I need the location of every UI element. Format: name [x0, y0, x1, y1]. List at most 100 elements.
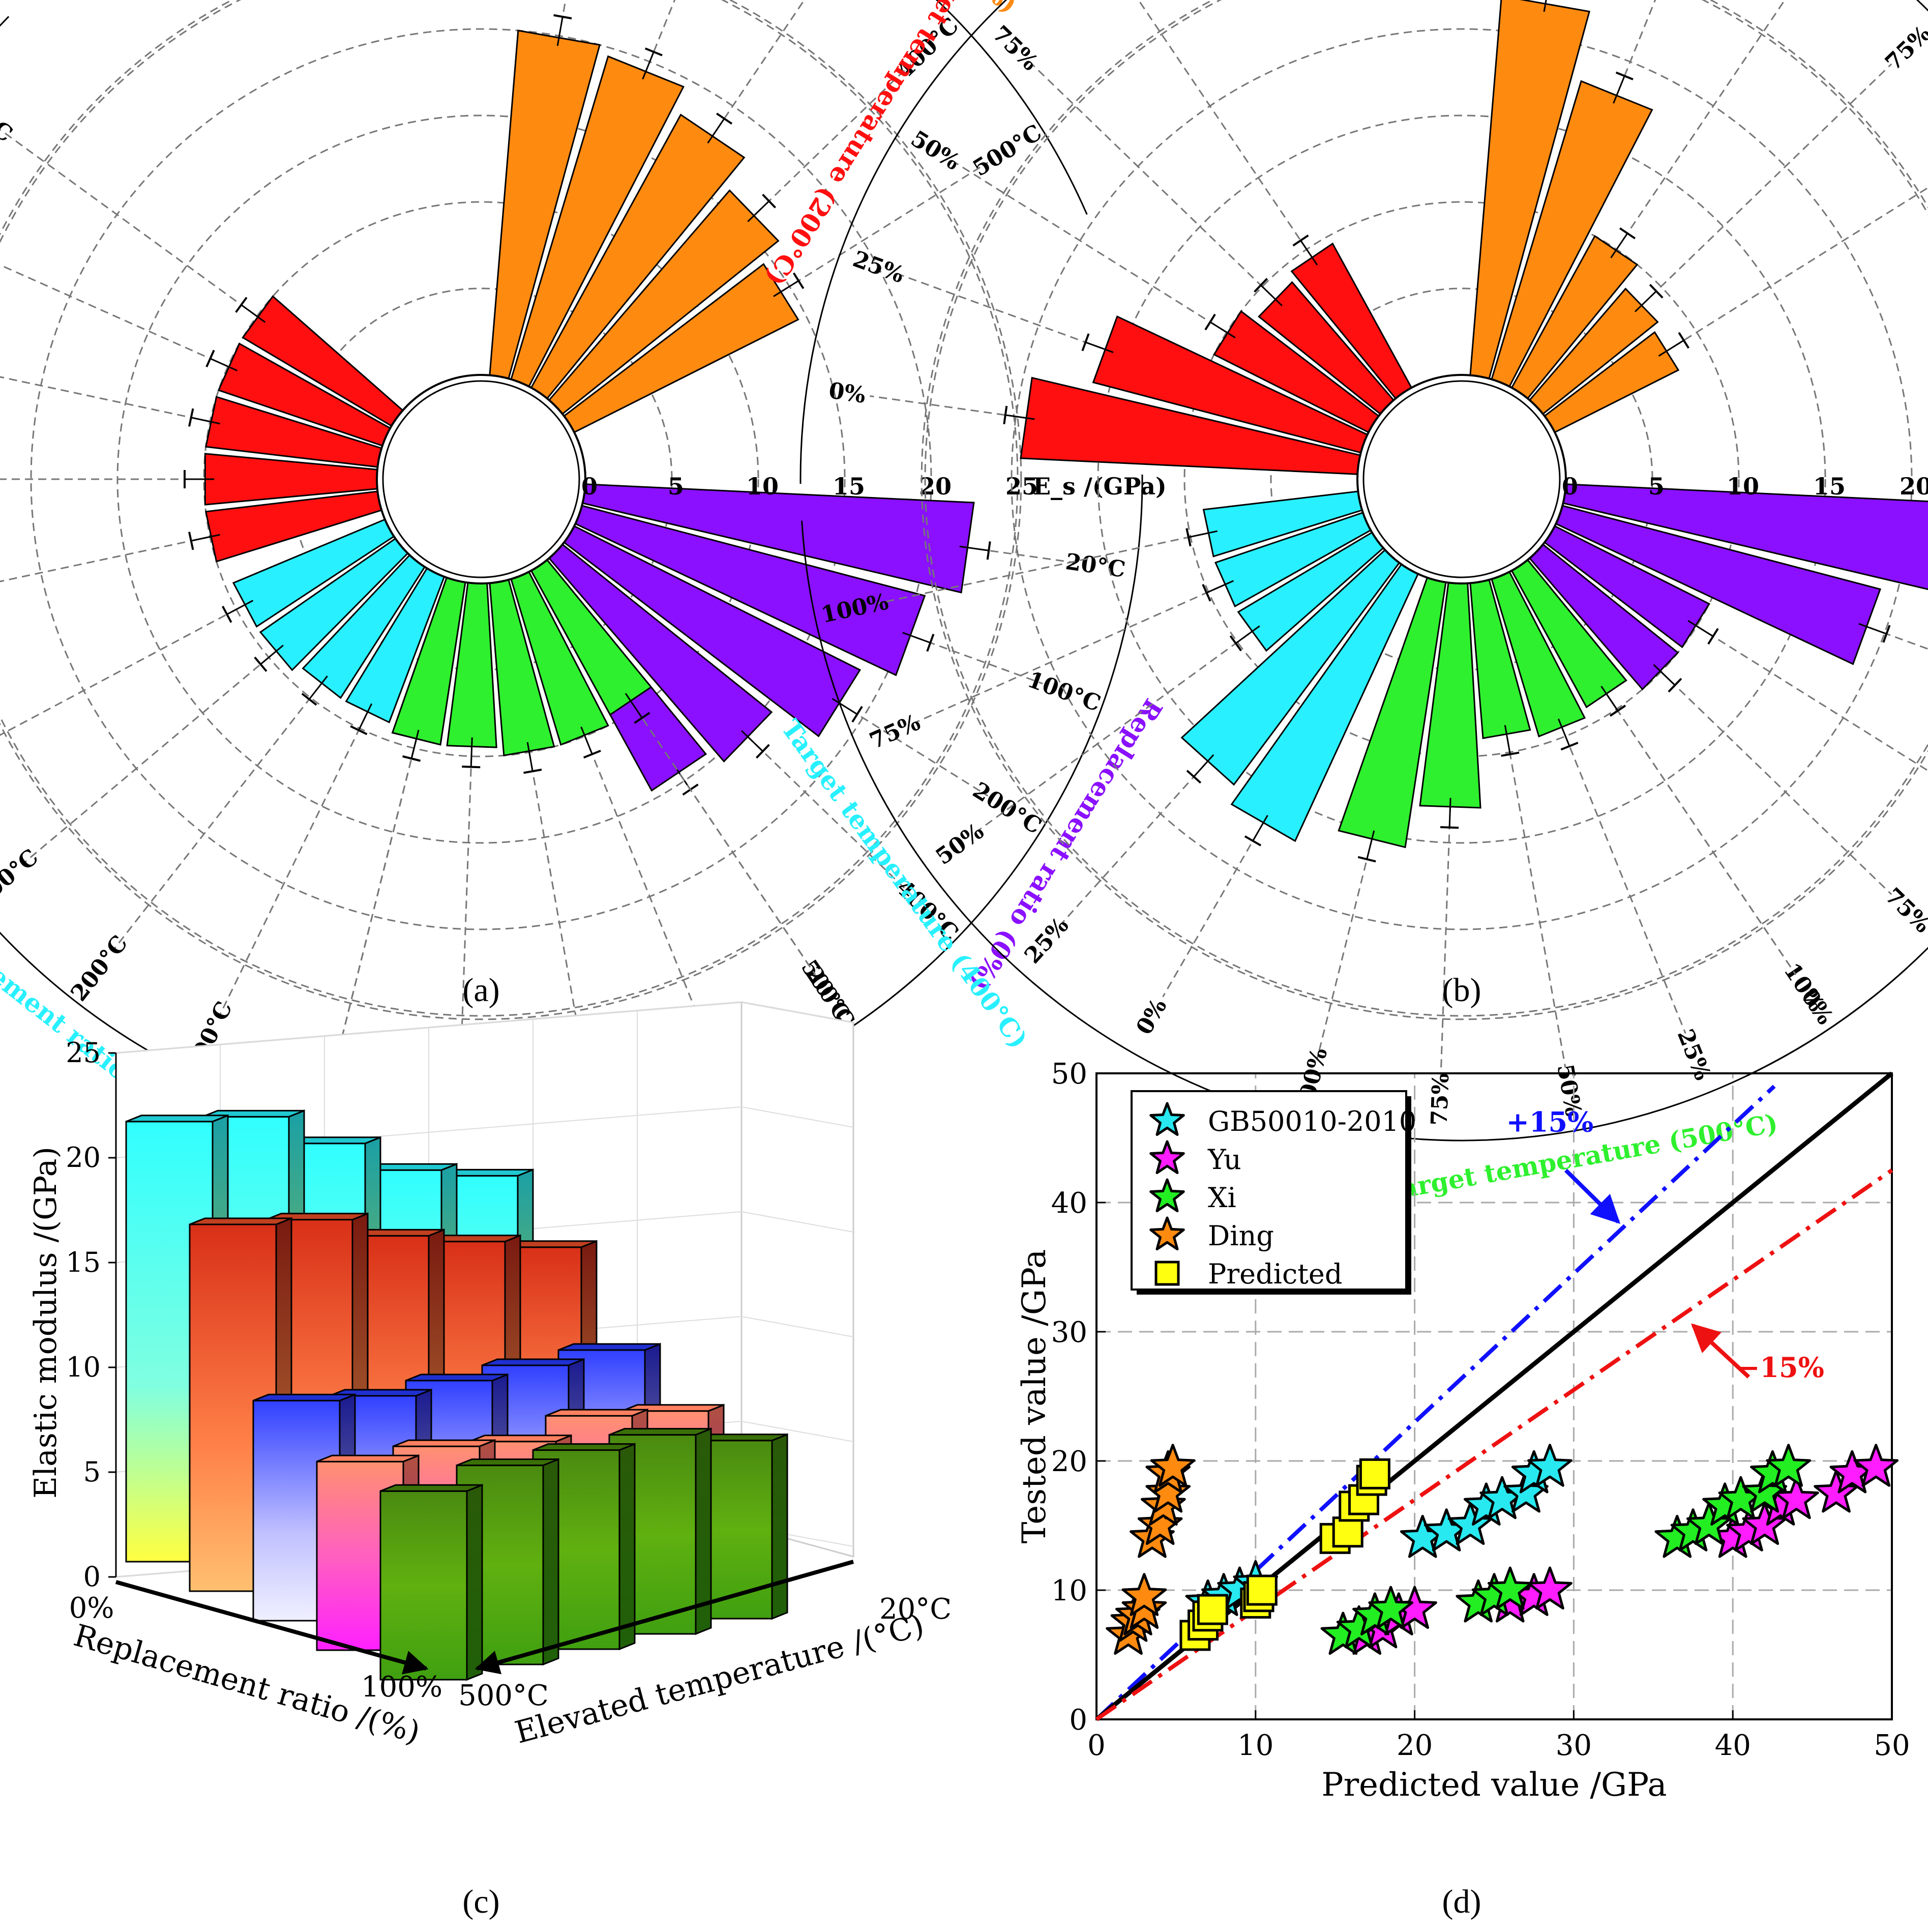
error-cap — [350, 725, 368, 736]
error-bar — [707, 118, 725, 144]
error-bar — [1235, 625, 1260, 644]
group-arc — [801, 520, 1219, 1095]
bar3d-side — [618, 1443, 636, 1651]
grid-line — [741, 1211, 854, 1233]
category-label: 75% — [1880, 21, 1928, 76]
category-label: 400°C — [0, 844, 43, 913]
error-bar — [1193, 754, 1214, 777]
error-bar — [226, 600, 254, 616]
y-axis-label: Tested value /GPa — [1016, 1249, 1053, 1544]
error-cap — [1003, 405, 1008, 425]
data-point-square — [1246, 1574, 1278, 1606]
error-bar — [747, 200, 770, 222]
grid-line — [741, 1421, 854, 1442]
bar3d-top — [380, 1484, 483, 1492]
category-label: 25% — [1672, 1026, 1716, 1084]
radial-tick: 20 — [919, 473, 952, 500]
bar3d-side — [466, 1483, 483, 1681]
error-bar — [1687, 620, 1714, 637]
x-tick-label: 50 — [1874, 1729, 1910, 1762]
x-tick-label: 10 — [1237, 1729, 1273, 1762]
error-bar — [1300, 240, 1318, 266]
grid-circle — [924, 0, 1928, 1017]
error-cap — [1254, 278, 1268, 292]
category-label: 500°C — [0, 82, 17, 148]
data-point-star — [1150, 1444, 1196, 1487]
bar3d-top — [482, 1358, 584, 1366]
bar3d-top — [609, 1428, 711, 1436]
bar3d-side — [771, 1433, 788, 1620]
error-cap — [1292, 235, 1309, 247]
category-label: 20°C — [1064, 549, 1127, 583]
error-bar — [1634, 290, 1657, 312]
error-bar — [1209, 321, 1236, 339]
error-cap — [986, 541, 991, 560]
scatter-chart-d: 0 10 20 30 40 50 0 10 20 30 40 50 Predicted value /G… — [1016, 1058, 1910, 1804]
error-cap — [1357, 856, 1376, 863]
error-bar — [832, 698, 858, 715]
bar3d-top — [405, 1373, 508, 1382]
error-bar — [1600, 686, 1619, 711]
error-bar — [1610, 232, 1628, 258]
radial-tick: 5 — [1648, 473, 1665, 500]
legend-marker — [1149, 1216, 1185, 1250]
error-cap — [851, 706, 863, 723]
error-bar — [1613, 75, 1625, 104]
data-point-square — [1197, 1594, 1228, 1625]
error-cap — [1244, 835, 1262, 846]
bar3d-front — [379, 1490, 468, 1681]
bar3d-top — [545, 1409, 648, 1417]
data-point-star — [1527, 1444, 1573, 1487]
legend-marker — [1149, 1178, 1185, 1212]
error-cap — [1202, 584, 1211, 602]
error-bar — [902, 632, 931, 643]
panel-label-a: (a) — [462, 972, 499, 1009]
category-label: 75% — [1880, 883, 1928, 938]
error-cap — [1615, 71, 1634, 80]
error-bar — [358, 703, 373, 731]
error-bar — [1366, 830, 1375, 860]
error-bar — [556, 16, 563, 46]
grid-circle — [1183, 201, 1740, 757]
error-cap — [188, 532, 194, 550]
data-point-star — [1527, 1566, 1573, 1610]
error-cap — [1668, 678, 1682, 693]
legend-entry: Xi — [1208, 1182, 1236, 1214]
error-bar — [642, 51, 655, 80]
grid-circle — [1270, 287, 1653, 671]
category-label: 500°C — [968, 120, 1046, 182]
x-tick-label: 0 — [1087, 1729, 1106, 1762]
annotation-arrow — [1564, 1168, 1620, 1224]
error-cap — [1204, 313, 1216, 331]
data-point-square — [1332, 1516, 1363, 1548]
y-tick-label: 0 — [83, 1561, 101, 1593]
error-bar — [1543, 0, 1547, 12]
error-bar — [191, 417, 220, 425]
error-bar — [1188, 530, 1218, 538]
y-tick-label: 50 — [1051, 1058, 1087, 1091]
radial-tick: 10 — [1727, 473, 1759, 500]
data-point-star — [1814, 1470, 1859, 1513]
error-cap — [1882, 625, 1891, 643]
data-point-star — [1853, 1444, 1899, 1487]
panel-label-b: (b) — [1442, 972, 1481, 1009]
y-tick-label: 20 — [1051, 1445, 1087, 1478]
grid-circle — [30, 28, 932, 930]
legend-marker — [1154, 1261, 1180, 1286]
group-arc — [799, 0, 1007, 484]
error-cap — [755, 744, 770, 759]
error-bar — [1206, 580, 1234, 594]
error-cap — [792, 272, 805, 289]
error-cap — [188, 408, 194, 427]
legend-marker — [1149, 1140, 1185, 1174]
data-point-star — [1742, 1502, 1788, 1545]
category-label: 200°C — [796, 0, 861, 4]
x-tick-label: 100% — [361, 1671, 442, 1704]
error-bar — [1557, 718, 1570, 747]
y-tick-label: 40 — [1051, 1187, 1087, 1220]
error-cap — [644, 47, 663, 56]
grid-circle — [0, 0, 1022, 1020]
error-bar — [260, 645, 284, 665]
